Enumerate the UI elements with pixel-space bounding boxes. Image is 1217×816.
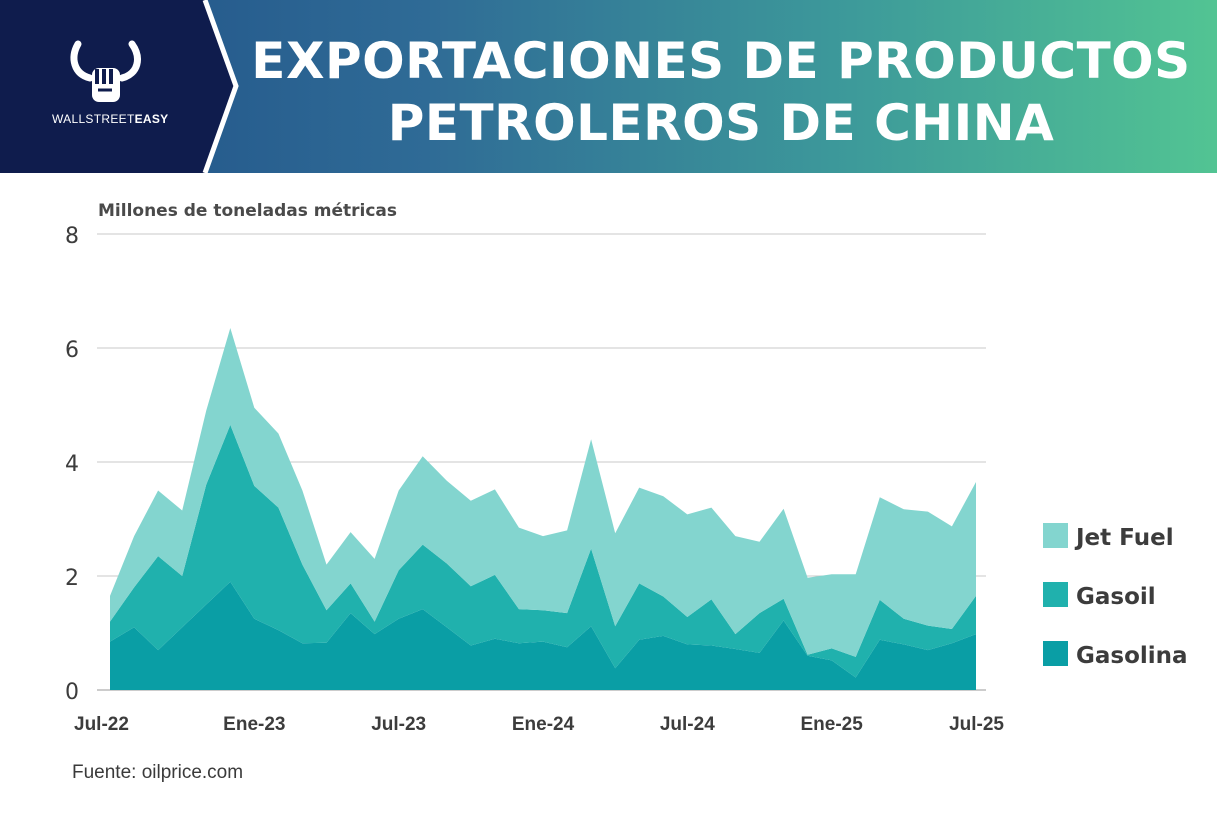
legend-label: Jet Fuel	[1074, 525, 1174, 551]
source-note: Fuente: oilprice.com	[72, 762, 244, 783]
legend-swatch	[1043, 582, 1068, 607]
y-tick-label: 4	[65, 452, 79, 477]
y-tick-label: 6	[65, 338, 79, 363]
header-banner: WALLSTREETEASY EXPORTACIONES DE PRODUCTO…	[0, 0, 1217, 173]
legend-label: Gasoil	[1076, 584, 1156, 610]
x-tick-label: Ene-25	[801, 714, 864, 735]
brand-logo-text: WALLSTREETEASY	[52, 112, 168, 126]
title-line-1: EXPORTACIONES DE PRODUCTOS	[251, 32, 1191, 90]
bull-fist-icon	[70, 40, 141, 102]
x-tick-label: Ene-23	[223, 714, 285, 735]
y-axis-label: Millones de toneladas métricas	[98, 201, 397, 221]
title-line-2: PETROLEROS DE CHINA	[387, 94, 1055, 152]
legend-label: Gasolina	[1076, 643, 1188, 669]
page-title: EXPORTACIONES DE PRODUCTOS PETROLEROS DE…	[245, 30, 1197, 154]
stacked-area-chart: 0 2 4 6 8 Millones de toneladas métricas Jul-2…	[65, 201, 1188, 735]
legend-swatch	[1043, 641, 1068, 666]
x-tick-label: Jul-23	[371, 714, 426, 735]
y-tick-label: 0	[65, 680, 79, 705]
series-area-gasolina	[110, 581, 976, 690]
series-area-jet-fuel	[110, 328, 976, 657]
x-tick-label: Jul-22	[74, 714, 129, 735]
brand-left: WALLSTREET	[52, 112, 135, 126]
legend-swatch	[1043, 523, 1068, 548]
series-area-gasoil	[110, 424, 976, 678]
x-tick-label: Jul-24	[660, 714, 715, 735]
brand-right: EASY	[134, 112, 169, 126]
y-tick-label: 2	[65, 566, 79, 591]
x-tick-label: Ene-24	[512, 714, 575, 735]
x-tick-label: Jul-25	[949, 714, 1004, 735]
y-tick-label: 8	[65, 224, 79, 249]
